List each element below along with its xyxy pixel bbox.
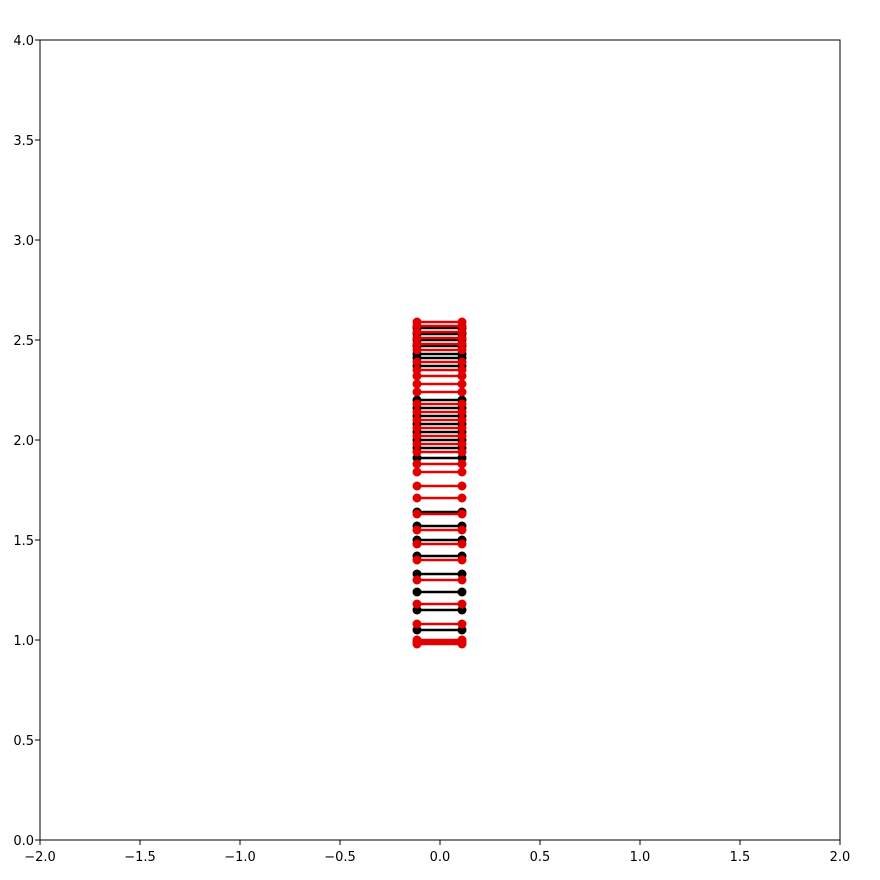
series-1-point-left-25 bbox=[412, 357, 422, 367]
series-1-point-right-13 bbox=[457, 459, 467, 469]
series-1-point-left-19 bbox=[412, 407, 422, 417]
series-1-point-left-20 bbox=[412, 399, 422, 409]
series-1-point-right-7 bbox=[457, 539, 467, 549]
x-tick-label-5: 0.5 bbox=[530, 850, 551, 865]
series-1-point-left-24 bbox=[412, 365, 422, 375]
series-1-point-left-16 bbox=[412, 431, 422, 441]
y-tick-label-3: 1.5 bbox=[13, 534, 34, 549]
plot-area bbox=[412, 317, 467, 649]
series-1-point-right-31 bbox=[457, 317, 467, 327]
y-tick-label-0: 0.0 bbox=[13, 834, 34, 849]
series-1-point-right-12 bbox=[457, 467, 467, 477]
series-1-point-left-7 bbox=[412, 539, 422, 549]
series-1-point-right-21 bbox=[457, 387, 467, 397]
series-1-point-right-3 bbox=[457, 619, 467, 629]
series-0-point-right-2 bbox=[457, 587, 467, 597]
x-tick-label-1: −1.5 bbox=[124, 850, 156, 865]
y-tick-label-1: 0.5 bbox=[13, 734, 34, 749]
series-1-point-left-9 bbox=[412, 509, 422, 519]
series-1-point-right-9 bbox=[457, 509, 467, 519]
series-1-point-left-6 bbox=[412, 555, 422, 565]
series-1-point-left-8 bbox=[412, 525, 422, 535]
series-1-point-right-14 bbox=[457, 447, 467, 457]
series-1-point-right-17 bbox=[457, 423, 467, 433]
series-1-point-left-11 bbox=[412, 481, 422, 491]
series-1-point-left-2 bbox=[412, 635, 422, 645]
series-1-point-left-14 bbox=[412, 447, 422, 457]
x-tick-label-4: 0.0 bbox=[430, 850, 451, 865]
x-tick-label-0: −2.0 bbox=[24, 850, 56, 865]
series-1-point-left-21 bbox=[412, 387, 422, 397]
series-1-point-left-22 bbox=[412, 379, 422, 389]
x-tick-label-6: 1.0 bbox=[630, 850, 651, 865]
series-1-point-right-4 bbox=[457, 599, 467, 609]
series-1-point-right-10 bbox=[457, 493, 467, 503]
y-tick-label-8: 4.0 bbox=[13, 34, 34, 49]
axes: −2.0 −1.5 −1.0 −0.5 0.0 0.5 1.0 1.5 2.0 0.0 0.5 1.0… bbox=[13, 34, 850, 865]
series-1-point-right-22 bbox=[457, 379, 467, 389]
series-1-point-right-15 bbox=[457, 439, 467, 449]
series-1-point-right-11 bbox=[457, 481, 467, 491]
series-1-point-left-17 bbox=[412, 423, 422, 433]
series-1-point-right-6 bbox=[457, 555, 467, 565]
x-tick-label-8: 2.0 bbox=[830, 850, 851, 865]
series-1-point-left-4 bbox=[412, 599, 422, 609]
series-1-point-left-12 bbox=[412, 467, 422, 477]
series-1-point-right-20 bbox=[457, 399, 467, 409]
series-1-point-right-19 bbox=[457, 407, 467, 417]
series-1-point-right-2 bbox=[457, 635, 467, 645]
y-tick-label-5: 2.5 bbox=[13, 334, 34, 349]
y-tick-label-7: 3.5 bbox=[13, 134, 34, 149]
series-1-point-right-24 bbox=[457, 365, 467, 375]
series-1-point-right-18 bbox=[457, 415, 467, 425]
series-1-point-right-16 bbox=[457, 431, 467, 441]
series-1-point-left-15 bbox=[412, 439, 422, 449]
series-1-point-left-5 bbox=[412, 575, 422, 585]
series-1-point-left-10 bbox=[412, 493, 422, 503]
series-1-point-left-13 bbox=[412, 459, 422, 469]
y-tick-label-4: 2.0 bbox=[13, 434, 34, 449]
y-tick-label-2: 1.0 bbox=[13, 634, 34, 649]
x-tick-label-7: 1.5 bbox=[730, 850, 751, 865]
series-1-point-left-18 bbox=[412, 415, 422, 425]
series-1-point-left-31 bbox=[412, 317, 422, 327]
series-1-point-right-25 bbox=[457, 357, 467, 367]
x-tick-label-3: −0.5 bbox=[324, 850, 356, 865]
series-1-point-right-8 bbox=[457, 525, 467, 535]
series-1-point-right-5 bbox=[457, 575, 467, 585]
series-0-point-left-2 bbox=[412, 587, 422, 597]
x-tick-label-2: −1.0 bbox=[224, 850, 256, 865]
series-1-point-left-3 bbox=[412, 619, 422, 629]
y-tick-label-6: 3.0 bbox=[13, 234, 34, 249]
